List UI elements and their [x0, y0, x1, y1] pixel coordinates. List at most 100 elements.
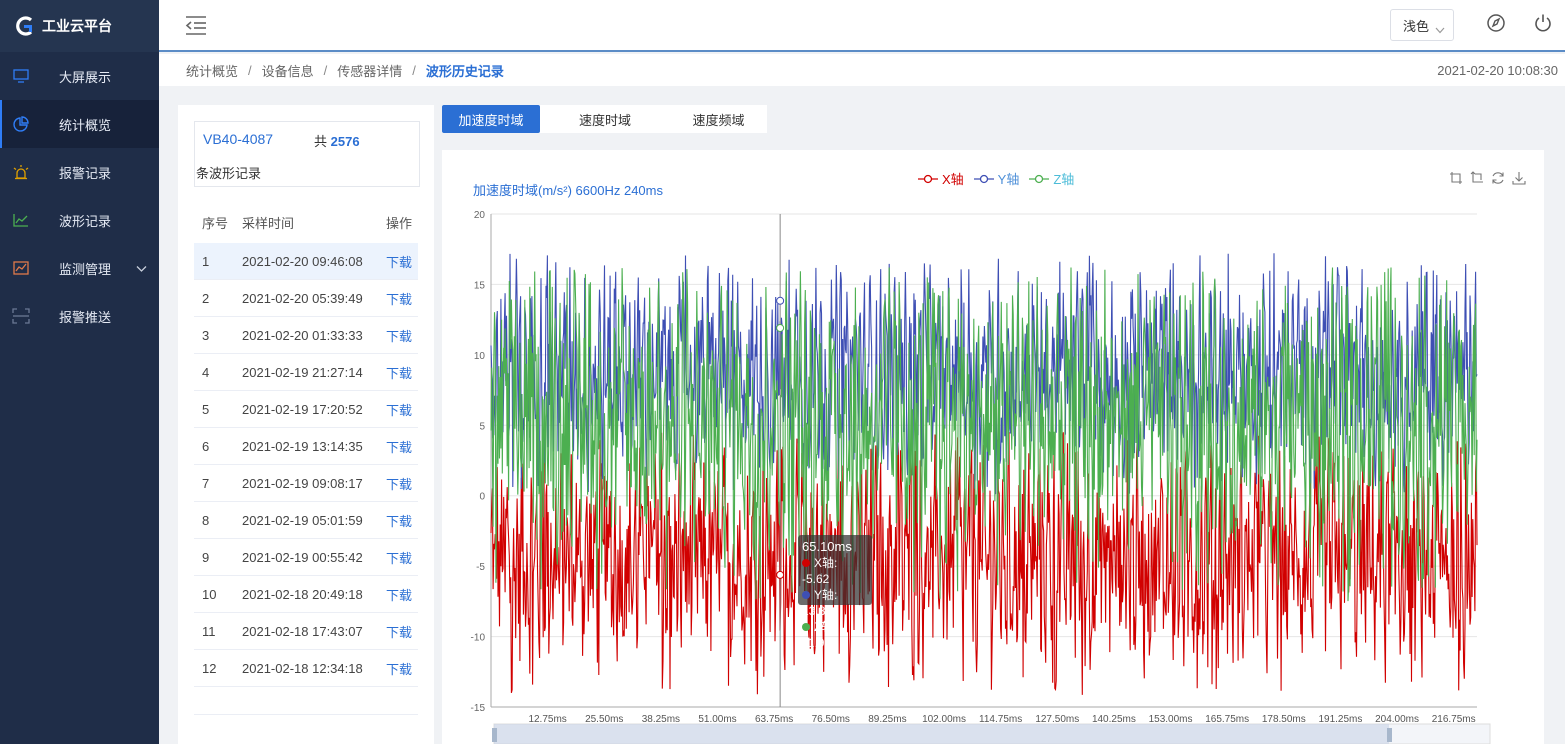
breadcrumb-item[interactable]: 统计概览: [186, 63, 239, 79]
download-link[interactable]: 下载: [386, 365, 413, 381]
table-row[interactable]: 12 2021-02-18 12:34:18 下载: [194, 650, 418, 687]
table-row[interactable]: 4 2021-02-19 21:27:14 下载: [194, 354, 418, 391]
waveform-chart[interactable]: 20 15 10 5 0 -5 -10 -15 12.75ms 25.50ms 38.25ms 51.…: [442, 150, 1544, 744]
refresh-icon[interactable]: [1491, 171, 1505, 185]
download-link[interactable]: 下载: [386, 587, 413, 603]
breadcrumb-item[interactable]: 设备信息: [261, 63, 314, 79]
legend-item-z[interactable]: Z轴: [1029, 169, 1074, 188]
tab-acceleration-time[interactable]: 加速度时域: [442, 105, 540, 133]
download-link[interactable]: 下载: [386, 513, 413, 529]
table-row[interactable]: 5 2021-02-19 17:20:52 下载: [194, 391, 418, 428]
legend-marker-icon: [973, 174, 994, 183]
x-tick-label: 191.25ms: [1318, 714, 1362, 725]
row-number: 7: [202, 475, 210, 491]
legend-item-y[interactable]: Y轴: [973, 169, 1019, 188]
x-tick-label: 216.75ms: [1432, 714, 1476, 725]
sidebar-item-label: 报警推送: [59, 309, 112, 325]
y-tick-label: 0: [479, 492, 485, 503]
pie-chart-icon: [12, 115, 30, 133]
sidebar-item-monitoring[interactable]: 监测管理: [0, 244, 159, 292]
chart-toolbox: [1442, 171, 1526, 185]
tooltip-point: [776, 296, 785, 305]
zoom-slider-window: [494, 724, 1389, 744]
y-tick-label: 10: [474, 351, 486, 362]
row-number: 9: [202, 549, 210, 565]
x-tick-label: 102.00ms: [922, 714, 966, 725]
download-link[interactable]: 下载: [386, 550, 413, 566]
tooltip-dot: [802, 591, 810, 599]
compass-icon[interactable]: [1486, 13, 1506, 33]
sample-time: 2021-02-18 12:34:18: [242, 660, 363, 676]
table-row[interactable]: 2 2021-02-20 05:39:49 下载: [194, 280, 418, 317]
power-icon[interactable]: [1533, 13, 1553, 33]
download-link[interactable]: 下载: [386, 439, 413, 455]
zoom-reset-icon[interactable]: [1470, 171, 1484, 185]
tooltip-value: Y轴: 13.84: [802, 588, 838, 618]
row-number: 3: [202, 327, 210, 343]
download-link[interactable]: 下载: [386, 661, 413, 677]
waveform-chart-panel: 20 15 10 5 0 -5 -10 -15 12.75ms 25.50ms 38.25ms 51.…: [442, 150, 1544, 744]
table-row[interactable]: 9 2021-02-19 00:55:42 下载: [194, 539, 418, 576]
tab-velocity-time[interactable]: 速度时域: [578, 112, 631, 128]
download-link[interactable]: 下载: [386, 476, 413, 492]
menu-collapse-icon[interactable]: [185, 14, 207, 36]
download-link[interactable]: 下载: [386, 291, 413, 307]
sidebar-item-alarm-push[interactable]: 报警推送: [0, 292, 159, 340]
legend-marker-icon: [1029, 174, 1050, 183]
table-row[interactable]: 1 2021-02-20 09:46:08 下载: [194, 243, 418, 280]
tooltip-dot: [802, 623, 810, 631]
tooltip-point: [776, 570, 785, 579]
sidebar-item-label: 监测管理: [59, 261, 112, 277]
sidebar-item-waveform-records[interactable]: 波形记录: [0, 196, 159, 244]
download-link[interactable]: 下载: [386, 624, 413, 640]
alarm-light-icon: [12, 163, 30, 181]
tooltip-value: Z轴: 11.91: [802, 620, 837, 650]
table-row[interactable]: 3 2021-02-20 01:33:33 下载: [194, 317, 418, 354]
line-chart-icon: [12, 211, 30, 229]
row-number: 11: [202, 623, 216, 639]
legend-item-x[interactable]: X轴: [918, 169, 964, 188]
monitor-icon: [12, 67, 30, 85]
sample-time: 2021-02-19 00:55:42: [242, 549, 363, 565]
breadcrumb-current: 波形历史记录: [425, 63, 504, 79]
logo-icon: [14, 15, 36, 37]
brand: 工业云平台: [0, 0, 159, 52]
x-tick-label: 178.50ms: [1262, 714, 1306, 725]
chart-tabs: 加速度时域 速度时域 速度频域: [442, 105, 767, 133]
y-tick-label: 20: [474, 210, 486, 221]
download-link[interactable]: 下载: [386, 254, 413, 270]
sidebar-item-alarm-records[interactable]: 报警记录: [0, 148, 159, 196]
sidebar-item-label: 大屏展示: [59, 69, 112, 85]
tab-velocity-frequency[interactable]: 速度频域: [692, 112, 745, 128]
table-row[interactable]: 8 2021-02-19 05:01:59 下载: [194, 502, 418, 539]
y-tick-label: -15: [471, 703, 486, 714]
top-header: 浅色: [159, 0, 1565, 52]
table-row[interactable]: 7 2021-02-19 09:08:17 下载: [194, 465, 418, 502]
table-row[interactable]: 6 2021-02-19 13:14:35 下载: [194, 428, 418, 465]
row-number: 2: [202, 290, 210, 306]
breadcrumb-separator: /: [248, 62, 252, 78]
theme-select[interactable]: 浅色: [1390, 9, 1454, 41]
download-link[interactable]: 下载: [386, 402, 413, 418]
x-tick-label: 204.00ms: [1375, 714, 1419, 725]
sidebar-item-dashboard[interactable]: 大屏展示: [0, 52, 159, 100]
sample-time: 2021-02-20 09:46:08: [242, 253, 363, 269]
y-tick-label: 15: [474, 280, 486, 291]
row-number: 5: [202, 401, 210, 417]
download-link[interactable]: 下载: [386, 328, 413, 344]
sample-time: 2021-02-18 17:43:07: [242, 623, 363, 639]
zoom-select-icon[interactable]: [1449, 171, 1463, 185]
x-tick-label: 114.75ms: [979, 714, 1022, 725]
sidebar-item-overview[interactable]: 统计概览: [0, 100, 159, 148]
x-tick-label: 38.25ms: [642, 714, 680, 725]
x-tick-label: 89.25ms: [868, 714, 906, 725]
y-tick-label: 5: [479, 421, 485, 432]
table-row[interactable]: 11 2021-02-18 17:43:07 下载: [194, 613, 418, 650]
x-tick-label: 76.50ms: [812, 714, 850, 725]
download-icon[interactable]: [1512, 171, 1526, 185]
x-tick-label: 12.75ms: [528, 714, 566, 725]
x-tick-label: 51.00ms: [698, 714, 736, 725]
breadcrumb-item[interactable]: 传感器详情: [337, 63, 403, 79]
table-row[interactable]: 10 2021-02-18 20:49:18 下载: [194, 576, 418, 613]
tooltip-point: [776, 323, 785, 332]
